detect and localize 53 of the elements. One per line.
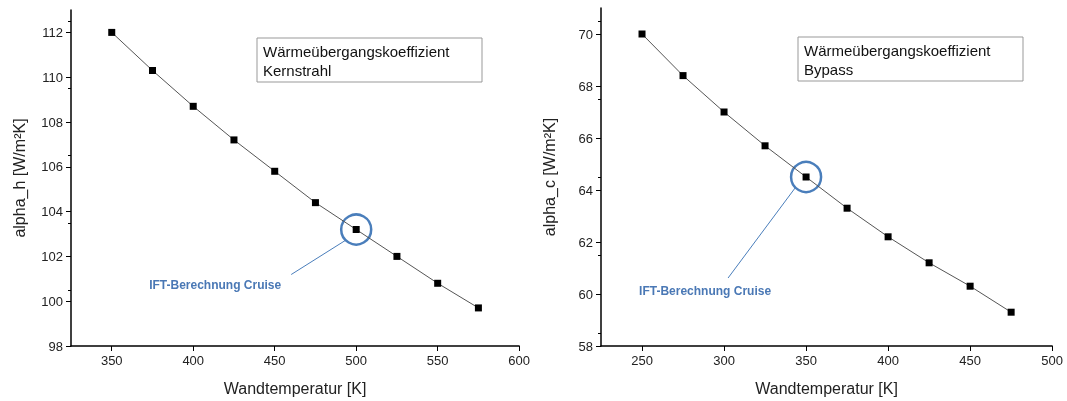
point bbox=[271, 167, 279, 175]
y-tick-label: 100 bbox=[41, 293, 63, 309]
point bbox=[108, 28, 116, 36]
point bbox=[925, 259, 933, 267]
x-tick-label: 400 bbox=[182, 353, 205, 368]
y-tick-label: 70 bbox=[578, 26, 593, 42]
y-tick-label: 64 bbox=[578, 182, 593, 198]
x-tick-label: 500 bbox=[345, 353, 368, 368]
x-axis-title: Wandtemperatur [K] bbox=[223, 379, 367, 397]
x-tick-label: 500 bbox=[1041, 353, 1064, 368]
x-tick-label: 300 bbox=[713, 353, 735, 368]
y-tick-label: 68 bbox=[578, 78, 593, 94]
point bbox=[148, 66, 156, 74]
x-axis-title: Wandtemperatur [K] bbox=[755, 379, 898, 397]
point bbox=[884, 233, 892, 241]
x-tick-label: 450 bbox=[959, 353, 981, 368]
y-tick-label: 104 bbox=[41, 204, 63, 220]
y-tick-label: 102 bbox=[41, 248, 63, 264]
point bbox=[966, 282, 974, 290]
annotation: IFT-Berechnung Cruise bbox=[149, 277, 282, 292]
x-tick-label: 400 bbox=[877, 353, 899, 368]
y-tick-label: 62 bbox=[578, 234, 593, 250]
y-tick-label: 98 bbox=[48, 338, 63, 354]
y-tick-label: 108 bbox=[41, 114, 63, 130]
x-tick-label: 350 bbox=[795, 353, 817, 368]
y-tick-label: 110 bbox=[42, 69, 63, 85]
point bbox=[189, 102, 197, 110]
y-tick-label: 112 bbox=[42, 24, 63, 40]
point bbox=[434, 279, 442, 287]
y-axis-title: alpha_c [W/m²K] bbox=[540, 117, 559, 237]
x-tick-label: 550 bbox=[426, 353, 449, 368]
point bbox=[474, 304, 482, 312]
annotation: IFT-Berechnung Cruise bbox=[639, 284, 772, 298]
point bbox=[638, 30, 646, 38]
x-tick-label: 250 bbox=[631, 353, 653, 368]
point bbox=[761, 142, 769, 150]
x-tick-label: 600 bbox=[508, 353, 531, 368]
point bbox=[393, 252, 401, 260]
y-tick-label: 66 bbox=[578, 130, 593, 146]
point bbox=[679, 72, 687, 80]
x-tick-label: 450 bbox=[263, 353, 286, 368]
annotation: Wärmeübergangskoeffizient Kernstrahl bbox=[263, 43, 451, 79]
point bbox=[720, 108, 728, 116]
x-tick-label: 350 bbox=[100, 353, 123, 368]
point bbox=[230, 136, 238, 144]
y-tick-label: 106 bbox=[41, 159, 63, 175]
point bbox=[843, 204, 851, 212]
y-tick-label: 58 bbox=[578, 338, 593, 354]
annotation: Wärmeübergangskoeffizient Bypass bbox=[804, 42, 992, 78]
y-axis-title: alpha_h [W/m²K] bbox=[10, 118, 29, 238]
y-tick-label: 60 bbox=[578, 286, 593, 302]
point bbox=[311, 199, 319, 207]
point bbox=[1007, 308, 1015, 316]
